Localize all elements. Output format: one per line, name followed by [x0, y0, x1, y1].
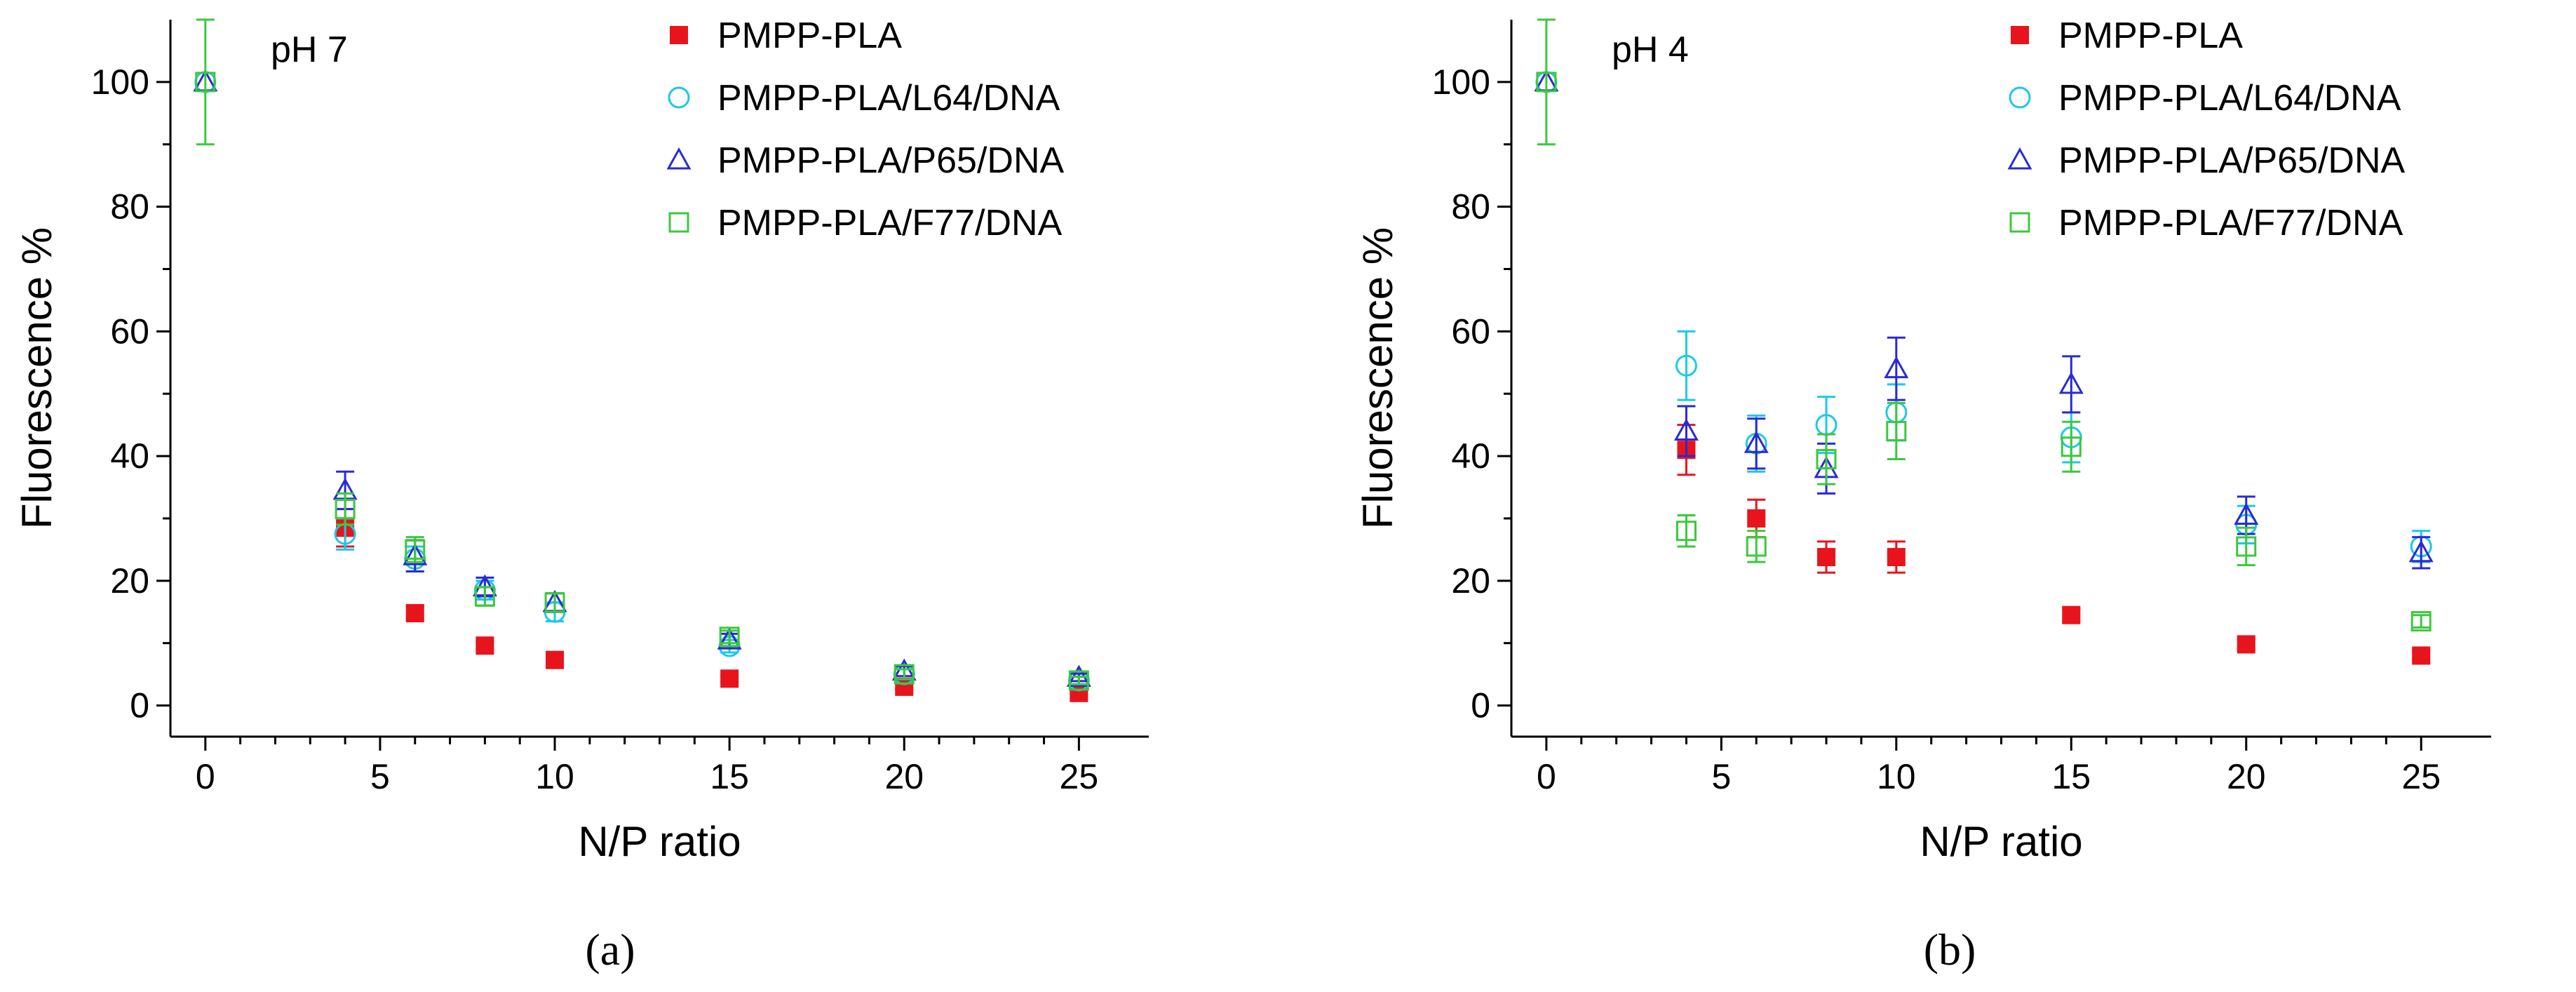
legend-label: PMPP-PLA/P65/DNA	[717, 140, 1064, 181]
data-point	[2236, 536, 2257, 557]
data-point	[2234, 502, 2259, 525]
data-point	[2237, 635, 2255, 654]
data-point	[1886, 421, 1907, 442]
data-point	[720, 669, 739, 688]
y-tick-label: 60	[110, 311, 149, 351]
y-axis-label: Fluorescence %	[13, 227, 60, 529]
data-point	[1536, 72, 1557, 93]
data-point	[544, 592, 565, 613]
data-point	[893, 664, 915, 685]
x-tick-label: 5	[370, 757, 390, 796]
data-point	[1817, 548, 1836, 567]
y-axis-label: Fluorescence %	[1354, 227, 1401, 529]
legend-label: PMPP-PLA/P65/DNA	[2058, 140, 2405, 181]
data-point	[1887, 548, 1906, 567]
x-tick-label: 20	[884, 757, 924, 796]
data-point	[195, 72, 216, 93]
legend-label: PMPP-PLA/L64/DNA	[2058, 78, 2401, 119]
x-tick-label: 10	[535, 757, 574, 796]
data-point	[1675, 521, 1697, 542]
condition-label: pH 4	[1612, 29, 1689, 70]
condition-label: pH 7	[271, 29, 348, 70]
legend-marker	[2007, 147, 2032, 170]
x-tick-label: 15	[2051, 757, 2091, 796]
legend-label: PMPP-PLA/F77/DNA	[717, 203, 1063, 243]
x-tick-label: 0	[1537, 757, 1556, 796]
data-point	[1747, 509, 1766, 528]
data-point	[474, 586, 495, 607]
x-tick-label: 0	[196, 757, 215, 796]
x-tick-label: 10	[1877, 757, 1916, 796]
y-tick-label: 40	[110, 436, 149, 476]
data-point	[405, 539, 426, 560]
panel-label: (a)	[585, 925, 635, 974]
legend-label: PMPP-PLA	[2058, 15, 2243, 56]
x-tick-label: 25	[2401, 757, 2441, 796]
data-point	[1068, 670, 1089, 691]
data-point	[1744, 431, 1769, 453]
legend-marker	[666, 147, 692, 170]
x-tick-label: 5	[1711, 757, 1731, 796]
panel-label: (b)	[1924, 925, 1976, 974]
data-point	[2408, 539, 2434, 563]
data-point	[2412, 646, 2431, 665]
legend-marker	[668, 86, 690, 109]
legend: PMPP-PLA PMPP-PLA/L64/DNA PMPP-PLA/P65/DNA…	[666, 15, 1064, 243]
data-point	[2062, 605, 2081, 624]
data-point	[405, 604, 424, 623]
chart-panel-b: 0 5 10 15 20 25 0 20 40 60 80 100 N/P ratio Fluoresce…	[1354, 15, 2491, 974]
data-point	[476, 636, 494, 655]
legend-label: PMPP-PLA	[717, 15, 902, 56]
data-point	[1673, 418, 1699, 441]
legend-marker	[2009, 212, 2030, 233]
y-tick-label: 0	[1471, 686, 1490, 725]
y-tick-label: 80	[110, 187, 149, 227]
legend-label: PMPP-PLA/F77/DNA	[2058, 203, 2403, 243]
legend-marker	[668, 212, 689, 233]
y-tick-label: 80	[1451, 187, 1490, 227]
data-point	[1746, 536, 1767, 557]
x-axis-label: N/P ratio	[1920, 818, 2082, 865]
data-point	[2058, 371, 2084, 394]
legend-marker	[2011, 26, 2029, 44]
x-tick-label: 25	[1060, 757, 1099, 796]
y-tick-label: 20	[110, 561, 149, 601]
data-point	[717, 627, 742, 650]
legend-marker	[670, 26, 688, 44]
data-point	[403, 543, 428, 565]
data-point	[719, 626, 740, 648]
y-tick-label: 40	[1451, 436, 1490, 476]
chart-panel-a: 0 5 10 15 20 25 0 20 40 60 80 100 N/P ratio Fluoresce…	[13, 15, 1149, 974]
y-tick-label: 100	[91, 62, 149, 102]
data-point	[1675, 354, 1697, 377]
y-tick-label: 60	[1451, 311, 1490, 351]
data-point	[335, 499, 356, 520]
data-point	[2061, 436, 2082, 457]
x-tick-label: 20	[2227, 757, 2266, 796]
y-tick-label: 20	[1451, 561, 1490, 601]
data-point	[546, 650, 565, 669]
x-axis-label: N/P ratio	[578, 818, 741, 865]
legend-label: PMPP-PLA/L64/DNA	[717, 78, 1060, 119]
y-tick-label: 0	[130, 686, 149, 725]
data-point	[1816, 449, 1837, 470]
data-point	[2410, 611, 2432, 632]
data-point	[1884, 356, 1909, 379]
legend-marker	[2009, 86, 2031, 109]
x-tick-label: 15	[710, 757, 749, 796]
legend: PMPP-PLA PMPP-PLA/L64/DNA PMPP-PLA/P65/DNA…	[2007, 15, 2405, 243]
y-tick-label: 100	[1432, 62, 1490, 102]
